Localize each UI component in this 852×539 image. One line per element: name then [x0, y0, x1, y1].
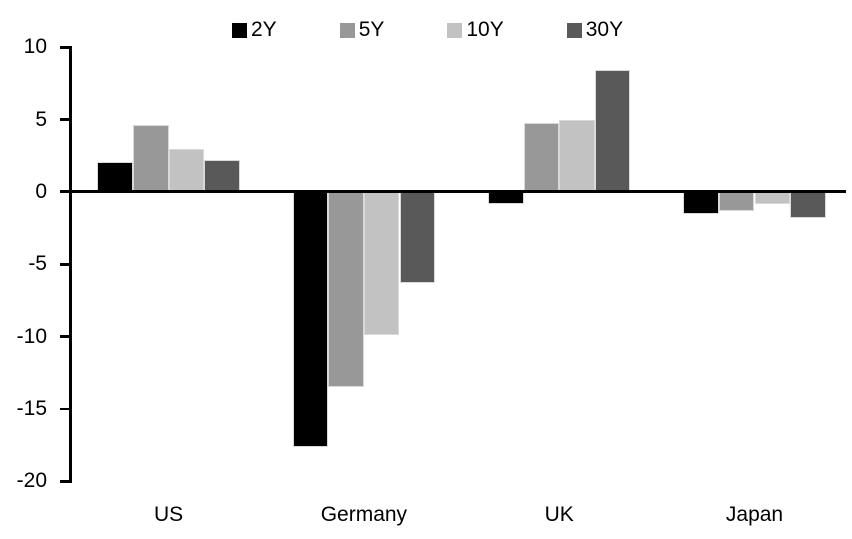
y-axis-tick-label: -20: [16, 469, 47, 493]
bar-japan-2y: [683, 192, 719, 214]
legend-label: 10Y: [466, 18, 504, 41]
bar-japan-5y: [718, 192, 755, 211]
bar-germany-5y: [328, 192, 364, 388]
bar-us-2y: [97, 161, 133, 192]
legend-swatch-2y: [232, 22, 247, 38]
category-label-uk: UK: [544, 503, 574, 526]
legend-label: 30Y: [585, 18, 624, 41]
y-axis-tick-label: -10: [16, 324, 47, 348]
y-axis-tick-mark: [60, 480, 70, 483]
y-axis-tick-label: 0: [35, 180, 47, 203]
bar-us-10y: [168, 148, 205, 192]
category-label-germany: Germany: [320, 503, 408, 526]
zero-baseline: [60, 189, 846, 194]
bar-uk-5y: [523, 122, 560, 192]
bar-us-5y: [133, 125, 169, 192]
legend-item-10y: 10Y: [447, 18, 504, 42]
bar-japan-10y: [754, 192, 791, 204]
y-axis-tick-mark: [60, 335, 70, 338]
y-axis-tick-mark: [60, 407, 70, 411]
bar-uk-2y: [488, 192, 524, 204]
y-axis-tick-mark: [60, 118, 70, 121]
y-axis-tick-label: 5: [35, 107, 47, 131]
bar-japan-30y: [790, 192, 826, 219]
bar-uk-10y: [559, 119, 595, 192]
legend-swatch-5y: [339, 22, 355, 38]
y-axis-tick-mark: [60, 263, 70, 266]
y-axis-tick-label: -15: [16, 397, 47, 420]
legend-label: 2Y: [251, 18, 277, 41]
y-axis-tick-mark: [60, 46, 70, 49]
category-label-japan: Japan: [725, 503, 784, 526]
legend-item-5y: 5Y: [339, 18, 385, 42]
legend-item-30y: 30Y: [566, 18, 624, 42]
legend-label: 5Y: [358, 18, 385, 41]
y-axis-tick-label: -5: [28, 252, 47, 276]
bar-germany-30y: [399, 192, 436, 284]
y-axis-line: [69, 45, 72, 484]
bar-germany-10y: [363, 192, 400, 336]
legend-swatch-10y: [447, 22, 463, 38]
y-axis-tick-label: 10: [23, 35, 47, 59]
legend-swatch-30y: [566, 22, 582, 38]
category-label-us: US: [154, 503, 184, 526]
bar-uk-30y: [594, 70, 631, 192]
chart-legend: 2Y 5Y 10Y 30Y: [232, 18, 623, 42]
legend-item-2y: 2Y: [232, 18, 277, 42]
bar-us-30y: [204, 160, 240, 192]
bar-germany-2y: [292, 192, 329, 447]
